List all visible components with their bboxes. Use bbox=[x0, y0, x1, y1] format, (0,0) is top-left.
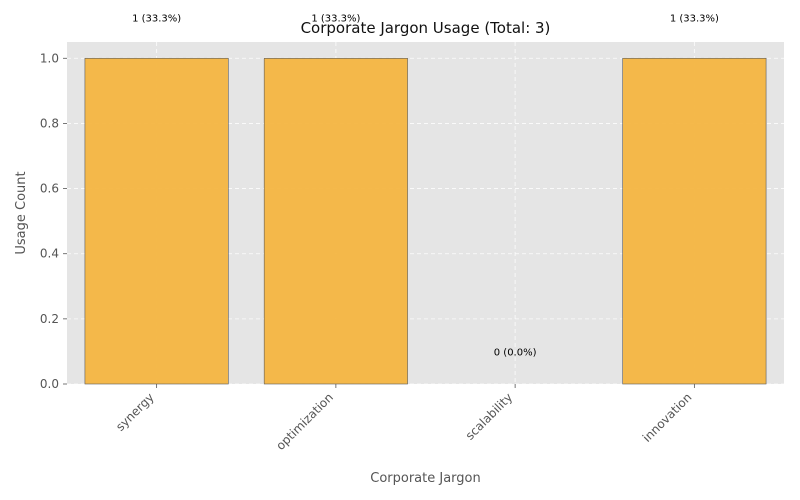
bar-optimization bbox=[263, 58, 408, 385]
x-tick-label: synergy bbox=[113, 390, 157, 434]
data-label: 1 (33.3%) bbox=[670, 13, 719, 24]
data-labels: 1 (33.3%) 1 (33.3%) 0 (0.0%) 1 (33.3%) bbox=[132, 13, 719, 358]
x-axis-ticks: synergy optimization scalability innovation bbox=[113, 384, 695, 453]
y-tick-label: 0.4 bbox=[40, 247, 59, 261]
bars bbox=[84, 57, 767, 385]
y-tick-label: 0.8 bbox=[40, 116, 59, 130]
x-tick-label: innovation bbox=[640, 390, 695, 445]
y-tick-label: 0.6 bbox=[40, 182, 59, 196]
y-tick-label: 0.2 bbox=[40, 312, 59, 326]
data-label: 1 (33.3%) bbox=[311, 13, 360, 24]
x-axis-label: Corporate Jargon bbox=[370, 471, 480, 486]
bar-innovation bbox=[622, 57, 767, 385]
y-tick-label: 0.0 bbox=[40, 377, 59, 391]
data-label: 0 (0.0%) bbox=[494, 347, 537, 358]
chart-title: Corporate Jargon Usage (Total: 3) bbox=[301, 19, 551, 37]
bar-synergy bbox=[84, 57, 229, 385]
data-label: 1 (33.3%) bbox=[132, 13, 181, 24]
y-tick-label: 1.0 bbox=[40, 51, 59, 65]
x-tick-label: optimization bbox=[273, 390, 336, 453]
x-tick-label: scalability bbox=[463, 390, 516, 443]
y-axis-ticks: 0.0 0.2 0.4 0.6 0.8 1.0 bbox=[40, 51, 67, 391]
y-axis-label: Usage Count bbox=[14, 171, 29, 254]
